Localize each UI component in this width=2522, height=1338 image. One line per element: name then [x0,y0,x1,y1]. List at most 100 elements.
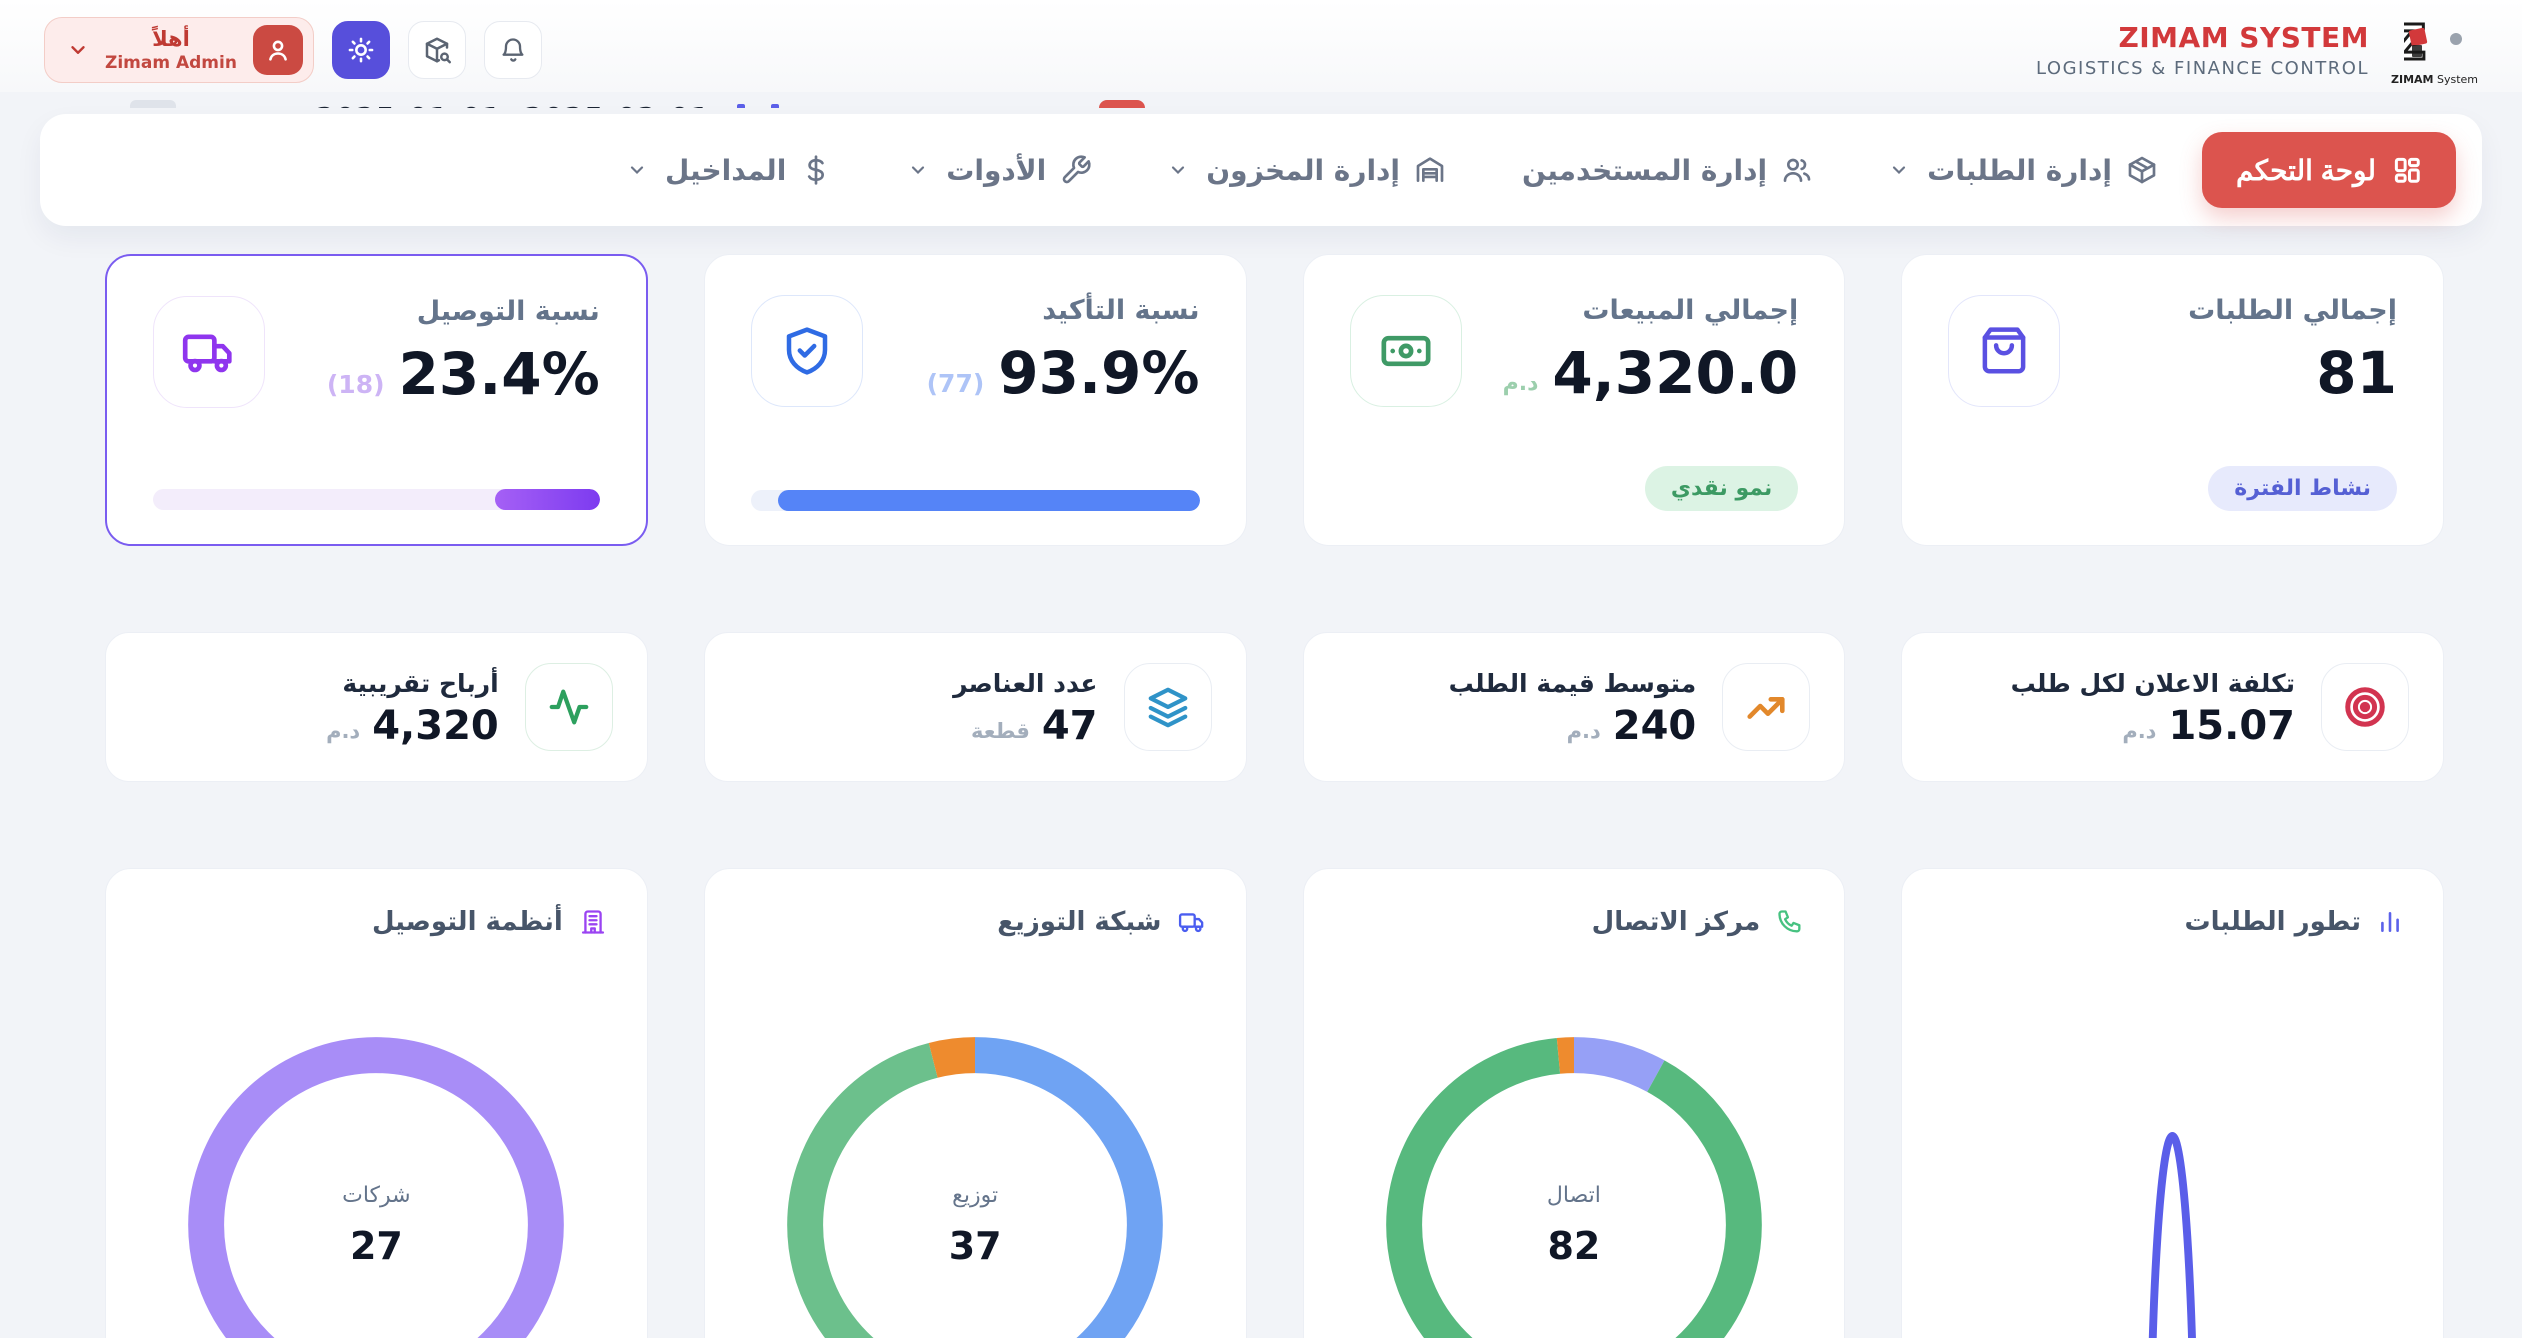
progress-fill [495,489,600,510]
shield-check-icon [786,327,827,375]
kpi-texts: أرباح تقريبية 4,320 د.م [326,669,499,746]
chart-title: أنظمة التوصيل [371,907,563,937]
package-icon [2128,156,2156,184]
kpi-total-sales[interactable]: إجمالي المبيعات 4,320.0 د.م نمو نقدي [1302,254,1846,546]
trending-up-icon [1747,697,1785,719]
nav-orders[interactable]: إدارة الطلبات [1889,154,2158,187]
notifications-button[interactable] [483,21,542,79]
package-search-icon [425,37,451,64]
nav-tools-label: الأدوات [946,153,1047,187]
donut-value: 27 [349,1223,403,1268]
kpi-items-count[interactable]: عدد العناصر 47 قطعة [703,632,1247,782]
progress-track [750,490,1200,511]
kpi-count: (18) [326,370,385,399]
chart-title: شبكة التوزيع [997,907,1162,937]
dollar-icon [808,155,825,185]
sun-icon [348,37,374,63]
nav-dashboard[interactable]: لوحة التحكم [2201,132,2456,208]
status-badge: نمو نقدي [1644,466,1799,511]
donut-label: شركات [342,1182,411,1208]
kpi-title: إجمالي المبيعات [1582,295,1799,326]
nav-inventory[interactable]: إدارة المخزون [1168,154,1446,187]
kpi-row-1: إجمالي الطلبات 81 نشاط الفترة إجمالي الم… [0,254,2522,546]
kpi-value: 23.4% [398,340,600,408]
kpi-unit: قطعة [971,718,1030,743]
donut-center: توزيع 37 [779,1029,1171,1338]
kpi-confirmation-rate[interactable]: نسبة التأكيد 93.9% (77) [703,254,1247,546]
kpi-total-orders[interactable]: إجمالي الطلبات 81 نشاط الفترة [1901,254,2444,546]
kpi-ad-cost-per-order[interactable]: تكلفة الاعلان لكل طلب 15.07 د.م [1901,632,2444,782]
nav-tools[interactable]: الأدوات [908,154,1092,187]
nav-users[interactable]: إدارة المستخدمين [1522,154,1813,187]
progress-track [153,489,600,510]
date-from: 2025-01-01 [316,103,502,108]
chart-orders-evolution[interactable]: تطور الطلبات [1901,868,2444,1338]
chevron-down-icon [630,166,644,175]
icon-box [1948,295,2061,407]
donut-label: اتصال [1546,1182,1601,1208]
kpi-value: 81 [2316,339,2397,407]
brand-subtitle: LOGISTICS & FINANCE CONTROL [2036,58,2369,79]
donut-svg [188,1037,565,1338]
chart-distribution-network[interactable]: شبكة التوزيع توزيع 37 [703,868,1247,1338]
avatar [252,25,303,75]
donut-center: اتصال 82 [1378,1029,1770,1338]
chart-delivery-systems[interactable]: أنظمة التوصيل شركات 27 [105,868,648,1338]
top-header: Z ZIMAM System ZIMAM SYSTEM LOGISTICS & … [0,0,2522,92]
theme-toggle-button[interactable] [331,21,390,79]
nav-income[interactable]: المداخيل [627,154,832,187]
zimam-logo-icon: Z [2404,15,2462,71]
user-texts: أهلاً Zimam Admin [105,27,237,74]
donut-chart: اتصال 82 [1378,1029,1770,1338]
truck-icon [1178,913,1203,933]
brand-text: ZIMAM SYSTEM LOGISTICS & FINANCE CONTROL [2036,21,2369,79]
kpi-count: (77) [926,369,985,398]
icon-box [153,296,265,408]
track-order-button[interactable] [407,21,466,79]
line-chart-spike [2149,1132,2197,1338]
users-icon [1783,158,1811,182]
icon-box [1349,295,1462,407]
header-actions: أهلاً Zimam Admin [44,17,542,83]
kpi-unit: د.م [1502,371,1539,396]
kpi-value: 240 [1612,702,1697,749]
user-greeting: أهلاً [152,26,190,51]
kpi-unit: د.م [1566,718,1601,743]
date-range-partial[interactable]: 2025-01-01 2025-02-01 [316,100,711,108]
donut-value: 82 [1547,1223,1601,1268]
kpi-title: متوسط قيمة الطلب [1448,668,1697,698]
donut-chart: توزيع 37 [779,1029,1171,1338]
kpi-value: 15.07 [2168,702,2295,749]
donut-svg [1386,1037,1762,1338]
user-name: Zimam Admin [105,52,237,73]
chart-call-center[interactable]: مركز الاتصال اتصال 82 [1302,868,1846,1338]
layers-icon [1148,687,1187,728]
kpi-approx-profit[interactable]: أرباح تقريبية 4,320 د.م [105,632,648,782]
kpi-value: 4,320 [372,702,499,749]
kpi-title: نسبة التأكيد [1042,295,1200,326]
donut-chart: شركات 27 [180,1029,572,1338]
kpi-title: نسبة التوصيل [416,296,600,327]
building-icon [581,910,604,934]
clipped-apply-button[interactable] [1098,100,1145,108]
kpi-texts: عدد العناصر 47 قطعة [953,669,1097,746]
user-menu[interactable]: أهلاً Zimam Admin [44,17,314,83]
target-icon [2345,687,2385,727]
kpi-value: 93.9% [998,339,1200,407]
icon-box [524,663,613,751]
nav-orders-label: إدارة الطلبات [1927,153,2112,187]
kpi-title: إجمالي الطلبات [2188,295,2397,326]
truck-icon [182,334,232,373]
bell-icon [502,38,524,62]
nav-income-label: المداخيل [665,153,787,187]
kpi-avg-order-value[interactable]: متوسط قيمة الطلب 240 د.م [1302,632,1846,782]
kpi-unit: د.م [2122,718,2157,743]
wrench-icon [1062,155,1091,184]
chevron-down-icon [1172,166,1185,175]
warehouse-icon [1416,157,1444,182]
kpi-delivery-rate[interactable]: نسبة التوصيل 23.4% (18) [105,254,648,546]
banknote-icon [1381,335,1430,367]
dashboard-grid-icon [2394,157,2420,183]
donut-svg [787,1037,1163,1338]
